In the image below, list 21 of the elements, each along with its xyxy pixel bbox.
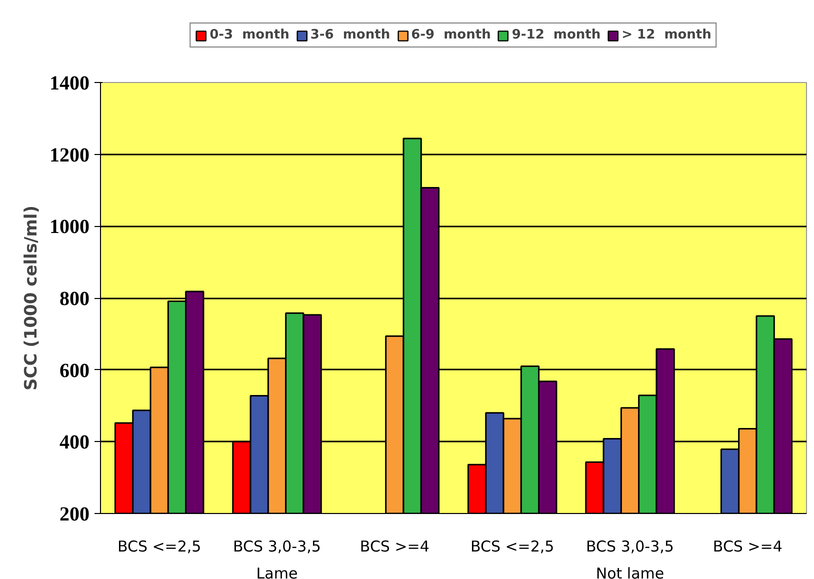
x-tick-label: BCS 3,0-3,5 (233, 538, 321, 556)
x-tick-label: BCS >=4 (712, 538, 782, 556)
legend-label: 0-3 month (210, 28, 290, 42)
text: Lame (256, 564, 298, 579)
x-tick-label: BCS 3,0-3,5 (586, 538, 674, 556)
y-tick-label: 1200 (50, 144, 90, 166)
y-tick-label: 200 (60, 504, 90, 526)
legend-label: 6-9 month (411, 28, 491, 42)
y-tick-label: 400 (60, 432, 90, 454)
y-axis-title: SCC (1000 cells/ml) (22, 205, 42, 391)
y-tick-label: 1000 (50, 216, 90, 238)
y-tick-label: 1400 (50, 72, 90, 94)
y-tick-label: 600 (60, 360, 90, 382)
y-tick-label: 800 (60, 288, 90, 310)
x-tick-label: BCS <=2,5 (470, 538, 554, 556)
text: Not lame (596, 564, 664, 579)
legend-label: 3-6 month (310, 28, 390, 42)
legend-label: > 12 month (622, 28, 712, 42)
legend-label: 9-12 month (512, 28, 601, 42)
x-tick-label: BCS >=4 (360, 538, 430, 556)
x-tick-label: BCS <=2,5 (117, 538, 202, 556)
